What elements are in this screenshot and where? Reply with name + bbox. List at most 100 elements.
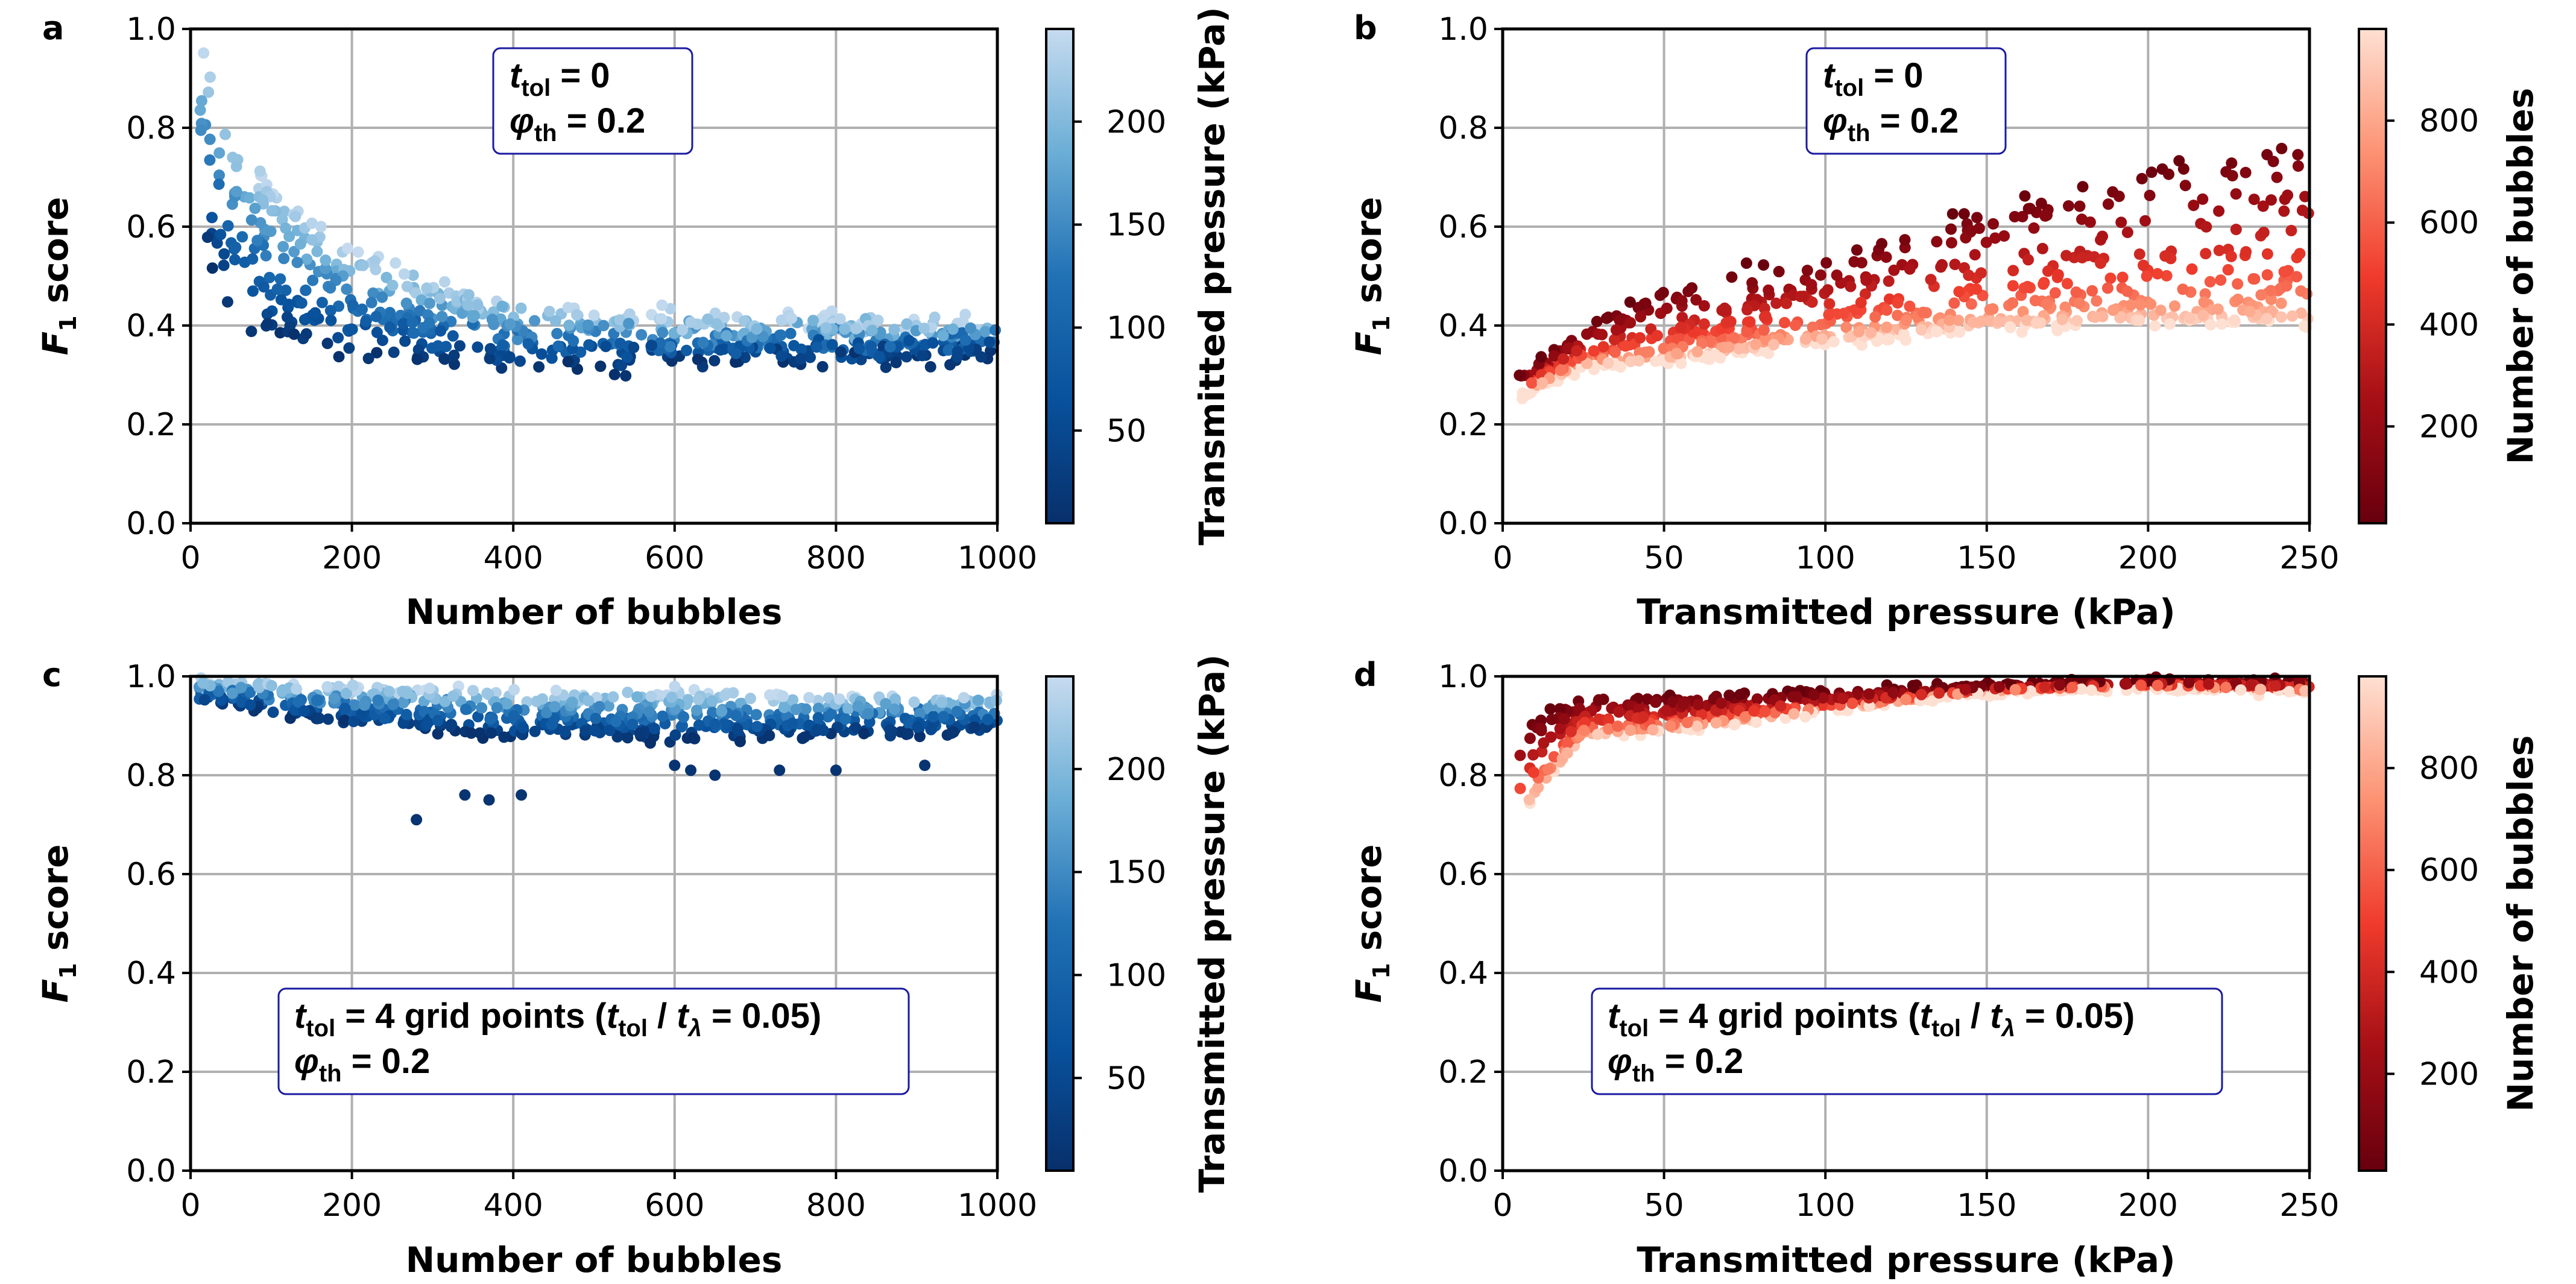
panel-a-data-point — [636, 329, 648, 341]
panel-a-data-point — [697, 336, 709, 348]
panel-c-data-point — [291, 683, 303, 695]
panel-c-data-point — [267, 706, 279, 718]
panel-a-data-point — [278, 206, 290, 218]
panel-a-data-point — [266, 205, 278, 217]
panel-b-colorbar: 200 400 600 800 Number of bubbles — [2358, 28, 2541, 524]
panel-b-frame — [1501, 27, 2311, 525]
panel-c-data-point — [397, 697, 409, 709]
panel-b-data-point — [1760, 310, 1772, 322]
panel-a-data-point — [426, 342, 438, 354]
panel-d-data-point — [1959, 684, 1971, 696]
panel-b-data-point — [2107, 186, 2119, 198]
panel-b-data-point — [1535, 351, 1547, 363]
panel-a-data-point — [614, 338, 627, 350]
panel-c-colorbar-bar — [1045, 675, 1075, 1172]
panel-c-annotation: ttol = 4 grid points (ttol / tλ = 0.05) … — [277, 987, 910, 1095]
panel-b-data-point — [2149, 320, 2161, 332]
panel-c-data-point — [559, 725, 571, 737]
panel-b-data-point — [2097, 230, 2109, 242]
panel-b-ytick-label: 0.6 — [1438, 209, 1488, 245]
panel-d-data-point — [1775, 700, 1787, 712]
panel-b-data-point — [1989, 232, 2001, 244]
panel-a-data-point — [311, 245, 323, 257]
panel-a-data-point — [399, 335, 411, 347]
panel-d-colorbar-tick-label: 800 — [2419, 751, 2479, 787]
panel-b-data-point — [2104, 272, 2117, 285]
panel-a-data-point — [236, 231, 248, 243]
panel-b-data-point — [2173, 155, 2185, 167]
panel-a: a 0 200 400 600 800 1000 0.0 0.2 0.4 0.6 0.8 1.0 N… — [35, 7, 1233, 632]
panel-a-data-point — [260, 250, 272, 262]
panel-b-xtick-label: 200 — [2118, 540, 2178, 576]
panel-a-data-point — [552, 340, 564, 352]
panel-c-data-point — [982, 714, 994, 726]
panel-a-data-point — [406, 316, 418, 329]
panel-b-data-point — [2145, 166, 2158, 178]
panel-b-data-point — [1853, 326, 1865, 338]
panel-d-data-point — [1863, 700, 1875, 713]
panel-a-data-point — [283, 230, 295, 242]
panel-a-data-point — [218, 248, 230, 260]
panel-b-data-point — [2278, 205, 2290, 217]
panel-a-data-point — [262, 318, 274, 330]
panel-d-colorbar-ticks: 200 400 600 800 — [2386, 751, 2479, 1092]
panel-a-data-point — [301, 253, 313, 265]
panel-a-data-point — [398, 268, 410, 280]
panel-a-data-point — [198, 47, 210, 59]
panel-b-data-point — [1770, 297, 1782, 309]
panel-b-data-point — [1740, 257, 1752, 269]
panel-c-data-point — [226, 687, 238, 699]
panel-c-ylabel: F1 score — [35, 845, 81, 1003]
panel-b-data-point — [1904, 263, 1916, 275]
panel-a-data-point — [203, 86, 215, 98]
panel-c-data-point — [536, 693, 548, 705]
panel-c-data-point — [812, 694, 824, 707]
panel-b-data-point — [2168, 300, 2180, 312]
panel-b-ytick-label: 1.0 — [1438, 11, 1488, 48]
panel-a-colorbar-ticks: 50 100 150 200 — [1073, 104, 1166, 449]
panel-b-data-point — [1949, 259, 1961, 271]
panel-c-xtick-label: 800 — [806, 1188, 866, 1224]
panel-c-data-point — [750, 709, 762, 721]
panel-a-data-point — [362, 353, 374, 365]
panel-c-data-point — [400, 708, 412, 720]
panel-d-data-point — [2269, 680, 2281, 692]
panel-a-data-point — [746, 332, 758, 344]
panel-b-data-point — [2286, 310, 2298, 322]
panel-d-points — [1514, 671, 2315, 810]
panel-b-data-point — [1596, 329, 1608, 341]
panel-b-data-point — [2161, 269, 2173, 282]
panel-d-data-point — [1927, 695, 1939, 707]
panel-b-xtick-label: 150 — [1957, 540, 2016, 576]
panel-a-ylabel: F1 score — [35, 197, 81, 356]
panel-c-xtick-label: 0 — [180, 1188, 200, 1224]
panel-b-data-point — [1781, 297, 1793, 309]
panel-c-ytick-label: 0.2 — [126, 1054, 176, 1090]
panel-c-colorbar-ticks: 50 100 150 200 — [1073, 752, 1166, 1097]
panel-a-data-point — [951, 351, 963, 363]
panel-a-data-point — [900, 351, 912, 363]
panel-b-data-point — [2163, 168, 2175, 180]
panel-a-data-point — [839, 323, 851, 335]
panel-b-data-point — [1640, 297, 1652, 309]
panel-d-data-point — [2054, 679, 2066, 691]
panel-c-label: c — [42, 656, 62, 694]
panel-a-data-point — [730, 356, 742, 368]
panel-b-data-point — [2091, 295, 2103, 307]
panel-c-data-point — [745, 693, 757, 705]
panel-c-data-point — [491, 702, 503, 714]
panel-a-data-point — [251, 234, 264, 247]
panel-a-data-point — [277, 241, 289, 253]
svg-text:ttol = 0: ttol = 0 — [510, 56, 610, 101]
panel-b-data-point — [1805, 279, 1817, 291]
panel-d-xticks: 0 50 100 150 200 250 — [1492, 1171, 2340, 1224]
panel-b-data-point — [2292, 160, 2304, 172]
panel-c-data-point — [298, 705, 310, 717]
panel-b-data-point — [1682, 285, 1694, 297]
panel-b-data-point — [2049, 287, 2061, 299]
panel-b-ytick-label: 0.8 — [1438, 110, 1488, 146]
panel-b-data-point — [1931, 236, 1943, 248]
panel-c-data-point — [579, 725, 592, 737]
panel-b-data-point — [2007, 280, 2019, 292]
